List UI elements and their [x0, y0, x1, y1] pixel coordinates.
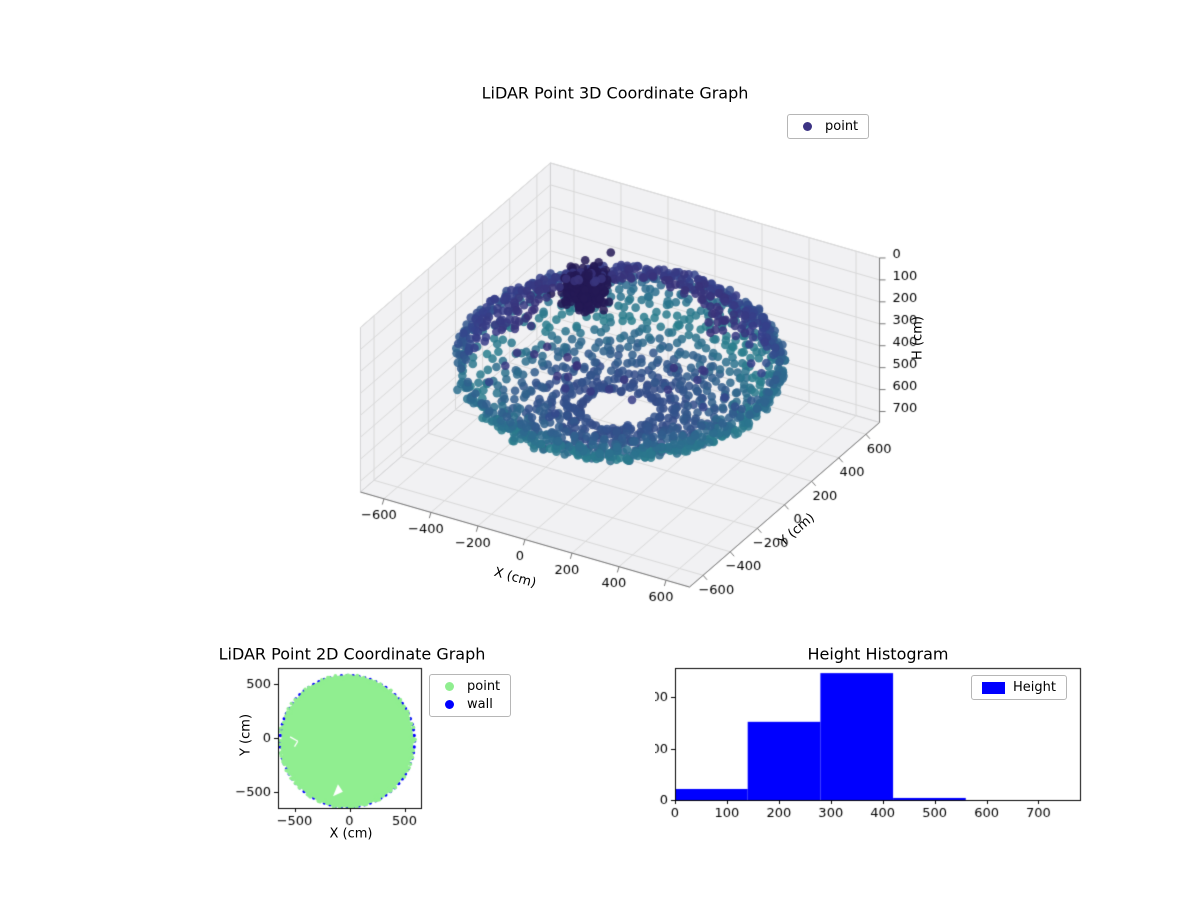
height-swatch-icon: [982, 681, 1005, 694]
plot3d-canvas: [300, 130, 980, 640]
plot2d-legend: point wall: [429, 674, 512, 717]
hist-legend: Height: [971, 675, 1067, 700]
plot3d-title: LiDAR Point 3D Coordinate Graph: [481, 83, 749, 103]
plot2d-ylabel: Y (cm): [238, 713, 254, 757]
plot2d-xlabel: X (cm): [329, 826, 373, 842]
legend-item-point: point: [798, 119, 858, 134]
plot2d-canvas: [230, 660, 440, 835]
plot2d-title: LiDAR Point 2D Coordinate Graph: [218, 644, 486, 664]
point-marker-icon: [803, 122, 812, 131]
legend-label-point: point: [825, 119, 859, 134]
legend-item-wall: wall: [440, 697, 500, 712]
hist-title: Height Histogram: [807, 644, 949, 664]
point-marker-icon: [445, 682, 454, 691]
legend-label-height: Height: [1013, 680, 1056, 695]
wall-marker-icon: [445, 700, 454, 709]
plot3d-zlabel: H (cm): [910, 316, 926, 360]
legend-label-point: point: [467, 679, 501, 694]
plot3d-legend: point: [787, 114, 870, 139]
legend-item-height: Height: [982, 680, 1056, 695]
legend-item-point: point: [440, 679, 500, 694]
legend-label-wall: wall: [467, 697, 493, 712]
